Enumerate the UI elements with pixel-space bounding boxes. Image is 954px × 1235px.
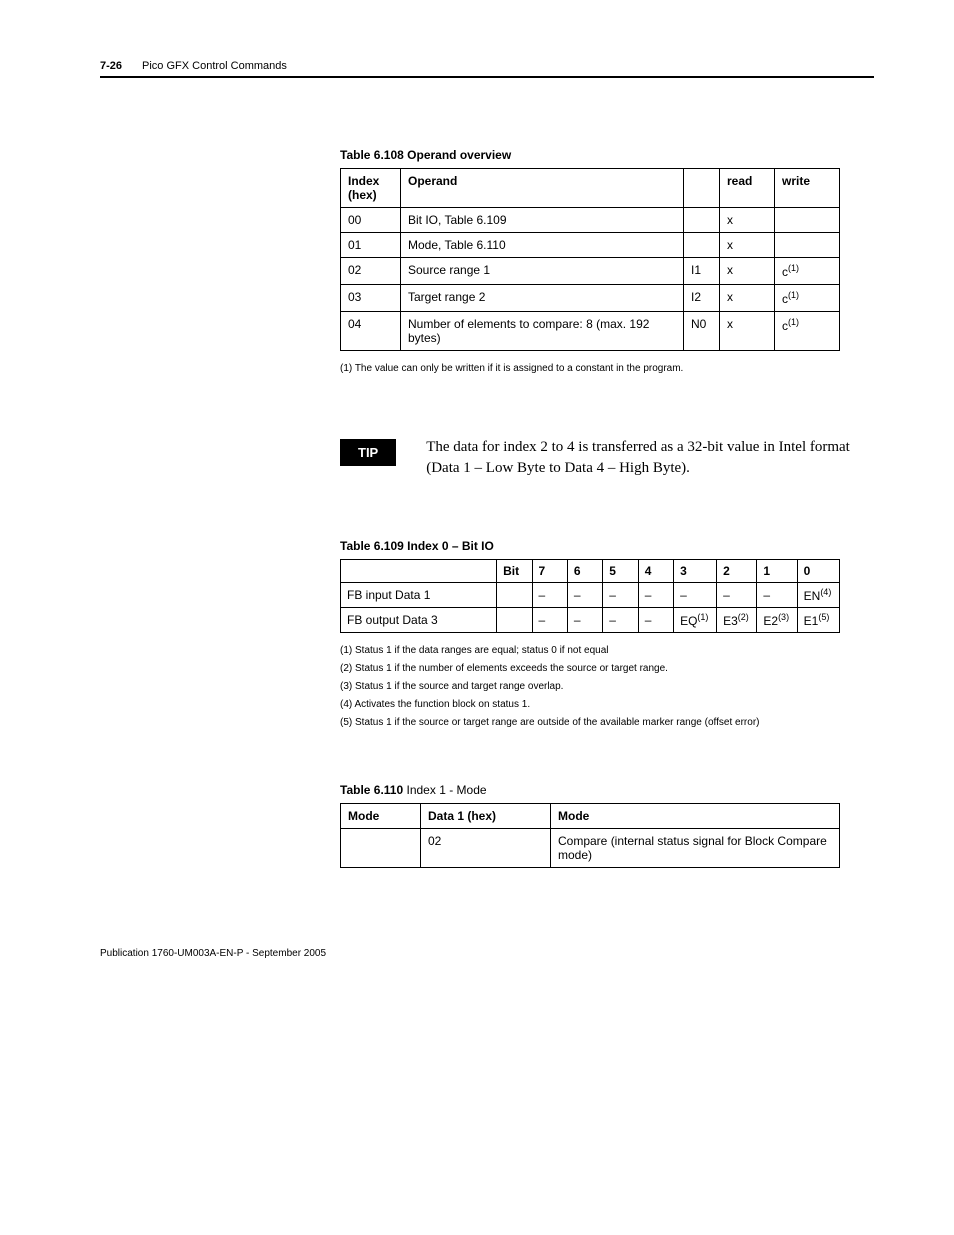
- table-row: FB output Data 3––––EQ(1)E3(2)E2(3)E1(5): [341, 608, 840, 633]
- table-108-caption: Table 6.108 Operand overview: [340, 148, 874, 162]
- table-109-caption: Table 6.109 Index 0 – Bit IO: [340, 539, 874, 553]
- bit-col-8: 1: [757, 560, 797, 583]
- col-index: Index (hex): [341, 169, 401, 208]
- bit-col-3: 6: [567, 560, 602, 583]
- bit-col-1: Bit: [497, 560, 532, 583]
- table-row: 02 Compare (internal status signal for B…: [341, 829, 840, 868]
- bit-col-6: 3: [674, 560, 717, 583]
- table-row: 01Mode, Table 6.110x: [341, 233, 840, 258]
- page-header: 7-26 Pico GFX Control Commands: [100, 60, 874, 78]
- page-number: 7-26: [100, 60, 122, 72]
- bit-col-4: 5: [603, 560, 638, 583]
- table-row: FB input Data 1–––––––EN(4): [341, 583, 840, 608]
- table-108-footnote: (1) The value can only be written if it …: [340, 361, 874, 377]
- col-data1: Data 1 (hex): [421, 804, 551, 829]
- table-109-footnotes: (1) Status 1 if the data ranges are equa…: [340, 643, 874, 731]
- table-109: Bit76543210 FB input Data 1–––––––EN(4)F…: [340, 559, 840, 633]
- bit-col-0: [341, 560, 497, 583]
- bit-col-2: 7: [532, 560, 567, 583]
- tip-text: The data for index 2 to 4 is transferred…: [426, 437, 874, 479]
- bit-col-5: 4: [638, 560, 673, 583]
- col-write: write: [775, 169, 840, 208]
- table-row: 02Source range 1I1xc(1): [341, 258, 840, 285]
- col-read: read: [720, 169, 775, 208]
- bit-col-7: 2: [717, 560, 757, 583]
- bit-col-9: 0: [797, 560, 839, 583]
- table-110: Mode Data 1 (hex) Mode 02 Compare (inter…: [340, 803, 840, 868]
- table-row: 00Bit IO, Table 6.109x: [341, 208, 840, 233]
- table-row: 04Number of elements to compare: 8 (max.…: [341, 312, 840, 351]
- col-mode-desc: Mode: [551, 804, 840, 829]
- publication-footer: Publication 1760-UM003A-EN-P - September…: [100, 948, 874, 959]
- tip-block: TIP The data for index 2 to 4 is transfe…: [340, 437, 874, 479]
- col-operand: Operand: [401, 169, 684, 208]
- header-title: Pico GFX Control Commands: [142, 60, 287, 72]
- table-108: Index (hex) Operand read write 00Bit IO,…: [340, 168, 840, 351]
- col-mid: [684, 169, 720, 208]
- col-mode: Mode: [341, 804, 421, 829]
- table-row: 03Target range 2I2xc(1): [341, 285, 840, 312]
- table-110-caption: Table 6.110 Index 1 - Mode: [340, 783, 874, 797]
- tip-badge: TIP: [340, 439, 396, 466]
